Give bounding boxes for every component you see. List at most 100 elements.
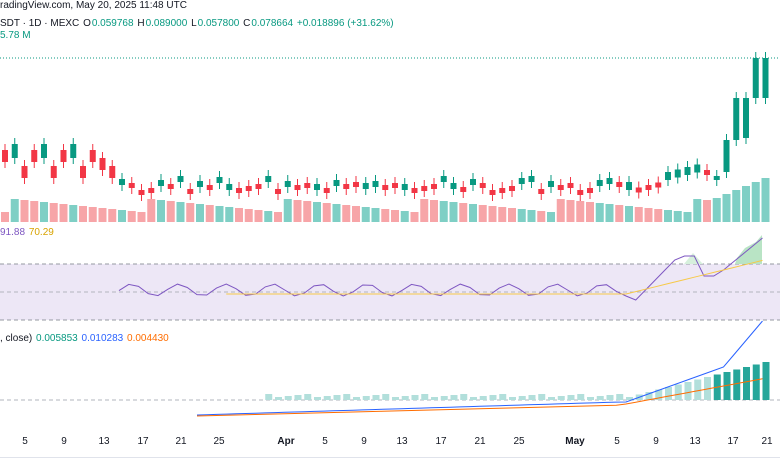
- time-axis-label: 9: [61, 436, 67, 447]
- macd-hist-bar: [674, 384, 682, 400]
- candle-body: [548, 181, 554, 187]
- macd-hist-bar: [762, 362, 770, 400]
- macd-hist-bar: [275, 397, 282, 400]
- candle-body: [606, 178, 613, 184]
- volume-bar: [605, 204, 614, 222]
- candle-body: [450, 183, 457, 189]
- volume-bar: [703, 200, 711, 222]
- macd-hist-bar: [723, 372, 731, 400]
- candle-body: [206, 185, 213, 190]
- candle-body: [99, 158, 106, 170]
- volume-bar: [517, 209, 526, 222]
- high-label: H: [137, 18, 145, 29]
- macd-hist-bar: [489, 395, 497, 400]
- volume-bar: [361, 207, 370, 222]
- volume-bar: [556, 199, 565, 222]
- time-axis-label: 21: [175, 436, 187, 447]
- volume-bar: [322, 203, 331, 222]
- candle-body: [616, 182, 623, 187]
- macd-hist-value: 0.004430: [127, 333, 169, 344]
- volume-bar: [98, 208, 107, 222]
- volume-legend: 5.78 M: [0, 30, 32, 41]
- volume-bar: [30, 201, 39, 222]
- volume-bar: [49, 203, 58, 222]
- volume-bar: [20, 200, 29, 222]
- candle-body: [275, 189, 281, 194]
- volume-bar: [40, 202, 48, 222]
- volume-bar: [547, 212, 555, 222]
- macd-params-label: , close): [0, 333, 33, 344]
- candle-body: [50, 166, 57, 178]
- volume-bar: [293, 200, 302, 222]
- volume-bar: [127, 211, 136, 222]
- volume-bar: [108, 209, 117, 222]
- volume-bar: [79, 206, 87, 222]
- candle-body: [70, 144, 77, 158]
- candle-body: [665, 172, 671, 180]
- macd-hist-bar: [304, 394, 312, 400]
- volume-bar: [488, 206, 497, 222]
- volume-bar: [283, 199, 292, 222]
- candle-body: [733, 98, 740, 140]
- candle-body: [655, 182, 662, 188]
- candle-body: [431, 184, 437, 189]
- candle-body: [216, 177, 223, 183]
- volume-bar: [595, 203, 604, 222]
- volume-bar: [410, 212, 419, 222]
- macd-hist-bar: [333, 395, 341, 400]
- candle-body: [11, 144, 18, 158]
- volume-bar: [420, 199, 429, 222]
- candle-body: [197, 181, 203, 187]
- macd-hist-bar: [372, 395, 380, 400]
- volume-bar: [469, 204, 477, 222]
- macd-hist-bar: [567, 395, 575, 400]
- close-label: C: [243, 18, 251, 29]
- volume-bar: [244, 209, 253, 222]
- rsi-legend: 91.88 70.29: [0, 227, 55, 238]
- time-axis-label: Apr: [277, 436, 295, 447]
- volume-bar: [693, 199, 702, 222]
- volume-bar: [527, 210, 536, 222]
- volume-bar: [303, 201, 312, 222]
- candle-body: [626, 182, 632, 190]
- volume-bar: [391, 210, 399, 222]
- macd-hist-bar: [655, 389, 663, 400]
- candle-body: [479, 183, 486, 188]
- macd-hist-bar: [382, 394, 390, 400]
- footer-bar: [0, 457, 780, 471]
- time-axis-label: 9: [361, 436, 367, 447]
- volume-bar: [673, 211, 682, 222]
- macd-hist-bar: [284, 396, 292, 400]
- volume-bar: [654, 209, 663, 222]
- candle-body: [255, 184, 262, 189]
- macd-hist-bar: [460, 394, 468, 400]
- macd-hist-bar: [499, 394, 507, 400]
- macd-hist-bar: [528, 395, 536, 400]
- volume-bar: [430, 200, 438, 222]
- open-value: 0.059768: [91, 18, 134, 29]
- candle-body: [723, 140, 730, 172]
- candle-body: [89, 150, 96, 162]
- candle-body: [509, 186, 515, 191]
- volume-bar: [586, 202, 594, 222]
- macd-hist-bar: [343, 394, 351, 400]
- candle-body: [499, 188, 506, 193]
- macd-hist-bar: [665, 387, 672, 400]
- volume-bar: [615, 205, 624, 222]
- time-axis-label: 5: [614, 436, 620, 447]
- volume-bar: [274, 212, 282, 222]
- low-label: L: [191, 18, 197, 29]
- volume-bar: [634, 207, 643, 222]
- candle-body: [245, 186, 252, 191]
- macd-hist-bar: [518, 396, 526, 400]
- candle-body: [440, 176, 447, 182]
- candle-body: [489, 190, 496, 195]
- volume-bar: [313, 202, 321, 222]
- candle-body: [31, 150, 38, 162]
- symbol-label[interactable]: SDT · 1D · MEXC: [0, 18, 80, 29]
- macd-hist-bar: [421, 394, 429, 400]
- volume-value: 5.78 M: [0, 30, 31, 41]
- macd-hist-bar: [323, 396, 331, 400]
- low-value: 0.057800: [197, 18, 240, 29]
